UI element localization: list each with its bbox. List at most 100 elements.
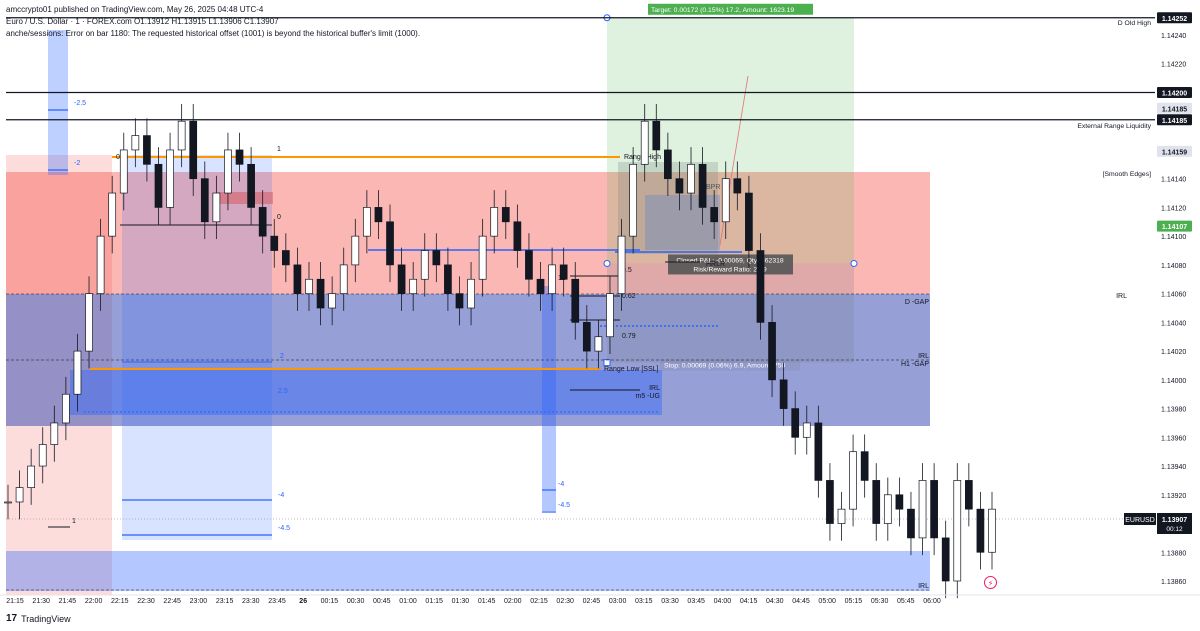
price-label-3: 1.14185	[1162, 118, 1187, 125]
candle-body	[941, 537, 950, 582]
candle-body	[15, 487, 24, 503]
candle-body	[930, 480, 938, 539]
candle-body	[640, 120, 649, 165]
x-tick-label: 00:30	[347, 598, 365, 605]
x-tick-label: 22:00	[85, 598, 103, 605]
x-tick-label: 03:45	[687, 598, 705, 605]
erl-sub-label: [Smooth Edges]	[1103, 171, 1151, 178]
countdown-label: 00:12	[1166, 526, 1183, 533]
candle-body	[455, 293, 464, 309]
candle-body	[363, 207, 371, 237]
x-tick-label: 05:45	[897, 598, 915, 605]
candle-body	[883, 494, 892, 524]
candle-body	[964, 480, 973, 510]
price-label-4: 1.14159	[1162, 149, 1187, 156]
candle-body	[501, 207, 510, 223]
handle-entry[interactable]	[603, 259, 611, 267]
candle-body	[953, 480, 962, 582]
candle-body	[548, 264, 556, 294]
tradingview-logo-icon[interactable]: 17	[6, 613, 18, 624]
y-tick-label: 1.14220	[1161, 62, 1186, 69]
candle-body	[409, 278, 418, 294]
candle-body	[559, 264, 568, 280]
candle-body	[154, 163, 163, 208]
candle-body	[478, 235, 487, 280]
candle-body	[432, 250, 441, 266]
price-label-bg-4	[1157, 145, 1192, 157]
x-tick-label: 21:45	[59, 598, 77, 605]
x-tick-label: 21:30	[32, 598, 50, 605]
blue-zone-bottom	[6, 551, 930, 591]
x-tick-label: 03:15	[635, 598, 653, 605]
candle-body	[351, 235, 360, 266]
bpr-label: BPR	[706, 184, 720, 191]
candle-body	[675, 178, 684, 194]
candle-body	[513, 221, 522, 251]
candle-body	[779, 379, 788, 409]
candle-body	[177, 120, 186, 151]
candle-body	[467, 278, 475, 309]
y-tick-label: 1.14020	[1161, 349, 1186, 356]
fib-label-2: 2	[280, 353, 284, 360]
candle-body	[976, 508, 985, 553]
y-tick-label: 1.14080	[1161, 263, 1186, 270]
candle-body	[629, 163, 637, 237]
price-label-5: 1.14107	[1162, 224, 1187, 231]
candle-body	[895, 494, 904, 510]
current-price-bg	[1157, 513, 1192, 534]
candle-body	[420, 250, 429, 280]
fib-column-right	[542, 286, 556, 511]
x-tick-label: 22:45	[163, 598, 181, 605]
price-label-bg-1	[1157, 86, 1192, 98]
fib-label-1: 1	[277, 146, 281, 153]
candle-body	[247, 163, 255, 208]
candle-body	[143, 135, 151, 165]
x-tick-label: 02:15	[530, 598, 548, 605]
candle-body	[27, 465, 36, 488]
fib-label-m45b: -4.5	[558, 502, 570, 509]
candle-body	[802, 422, 811, 438]
x-tick-label: 26	[299, 598, 307, 605]
candle-body	[664, 149, 672, 180]
candle-body	[791, 408, 800, 438]
candle-body	[444, 264, 452, 294]
x-tick-label: 02:45	[583, 598, 601, 605]
symbol-name[interactable]: Euro / U.S. Dollar · 1 · FOREX.com	[6, 17, 132, 26]
candle-body	[119, 149, 128, 194]
handle-stop[interactable]	[603, 359, 611, 367]
fib-label-m4b: -4	[558, 481, 564, 488]
x-tick-label: 23:15	[216, 598, 234, 605]
candle-body	[594, 336, 603, 352]
publisher-line: amccrypto01 published on TradingView.com…	[6, 5, 264, 14]
lightning-icon[interactable]: ⚡	[984, 576, 997, 589]
ob-red-small	[218, 192, 273, 204]
fib-label-062: 0.62	[622, 293, 636, 300]
candle-body	[710, 207, 719, 223]
candle-body	[698, 163, 707, 208]
handle-entry-right[interactable]	[850, 259, 858, 267]
symbol-line: Euro / U.S. Dollar · 1 · FOREX.com O1.13…	[6, 16, 420, 28]
y-tick-label: 1.13940	[1161, 464, 1186, 471]
y-tick-label: 1.13980	[1161, 407, 1186, 414]
fib-zone-left	[122, 155, 272, 540]
x-tick-label: 23:00	[190, 598, 208, 605]
x-tick-label: 02:30	[556, 598, 574, 605]
stop-zone	[607, 263, 854, 363]
candle-body	[988, 508, 996, 553]
ug-zone	[70, 370, 662, 415]
y-tick-label: 1.14120	[1161, 205, 1186, 212]
y-tick-label: 1.13860	[1161, 579, 1186, 586]
x-tick-label: 04:45	[792, 598, 810, 605]
candle-body	[235, 149, 244, 165]
candle-body	[50, 422, 59, 445]
y-tick-label: 1.14140	[1161, 177, 1186, 184]
level-label-0: D Old High	[1118, 20, 1151, 27]
candle-body	[617, 235, 626, 294]
x-tick-label: 06:00	[923, 598, 941, 605]
fib-column-left	[48, 30, 68, 175]
x-tick-label: 05:30	[871, 598, 889, 605]
x-tick-label: 22:15	[111, 598, 129, 605]
price-label-bg-0	[1157, 12, 1192, 24]
x-tick-label: 01:45	[478, 598, 496, 605]
